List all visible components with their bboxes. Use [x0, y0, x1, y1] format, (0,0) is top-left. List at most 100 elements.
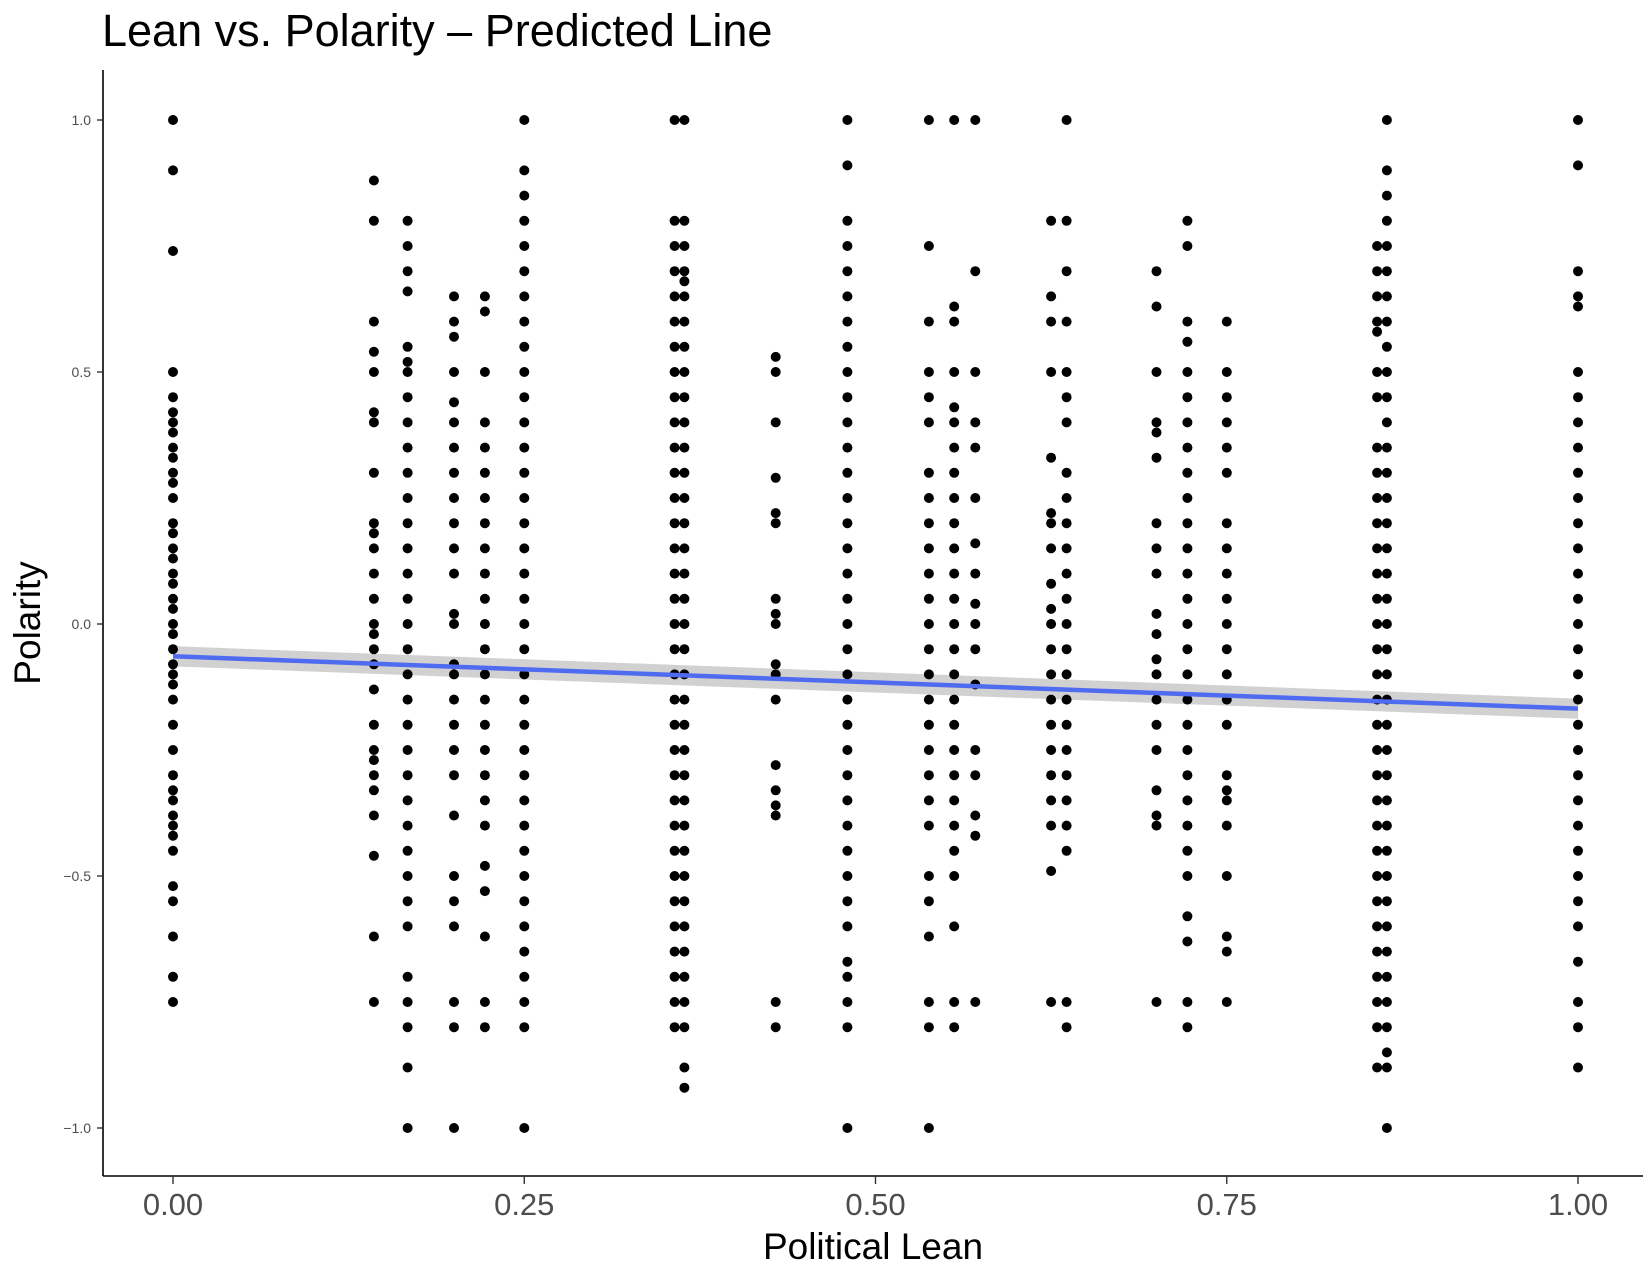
data-point: [519, 770, 530, 781]
data-point: [368, 745, 379, 755]
data-point: [368, 467, 379, 478]
data-point: [402, 871, 413, 881]
data-point: [1182, 820, 1193, 831]
data-point: [168, 659, 178, 670]
data-point: [479, 367, 490, 377]
data-point: [1151, 719, 1162, 730]
data-point: [923, 745, 934, 755]
data-point: [1221, 669, 1232, 680]
data-point: [479, 770, 490, 781]
data-point: [1573, 543, 1583, 554]
data-point: [1151, 629, 1162, 640]
data-point: [679, 266, 690, 277]
data-point: [402, 971, 413, 982]
data-point: [1372, 770, 1383, 781]
data-point: [519, 971, 530, 982]
data-point: [679, 276, 690, 287]
data-point: [949, 845, 960, 856]
data-point: [449, 770, 459, 781]
data-point: [402, 669, 413, 680]
data-point: [1151, 568, 1162, 579]
data-point: [1151, 997, 1162, 1007]
data-point: [1381, 971, 1392, 982]
data-point: [949, 518, 960, 529]
data-point: [1573, 367, 1583, 377]
data-point: [842, 745, 853, 755]
data-point: [770, 351, 781, 362]
data-point: [1151, 301, 1162, 312]
data-point: [669, 946, 680, 957]
data-point: [1573, 1062, 1583, 1073]
data-point: [1573, 467, 1583, 478]
data-point: [1372, 719, 1383, 730]
data-point: [770, 760, 781, 771]
data-point: [842, 619, 853, 629]
data-point: [1372, 820, 1383, 831]
data-point: [1151, 820, 1162, 831]
data-point: [1221, 316, 1232, 327]
data-point: [949, 543, 960, 554]
data-point: [168, 246, 178, 256]
data-point: [842, 770, 853, 781]
data-point: [842, 341, 853, 352]
data-point: [669, 745, 680, 755]
data-point: [402, 770, 413, 781]
data-point: [449, 397, 459, 408]
data-point: [1182, 367, 1193, 377]
data-point: [1372, 644, 1383, 655]
data-point: [923, 619, 934, 629]
data-point: [479, 997, 490, 1007]
data-point: [168, 603, 178, 614]
data-point: [679, 316, 690, 327]
data-point: [368, 407, 379, 418]
data-point: [402, 241, 413, 251]
data-point: [1061, 719, 1072, 730]
data-point: [923, 820, 934, 831]
data-point: [770, 659, 781, 670]
data-point: [479, 669, 490, 680]
data-point: [449, 669, 459, 680]
data-point: [1381, 568, 1392, 579]
data-point: [669, 1022, 680, 1033]
data-point: [1221, 518, 1232, 529]
data-point: [949, 593, 960, 604]
data-point: [519, 896, 530, 907]
data-point: [1381, 896, 1392, 907]
data-point: [1573, 442, 1583, 453]
data-point: [679, 745, 690, 755]
data-point: [1061, 1022, 1072, 1033]
data-point: [479, 820, 490, 831]
data-point: [1061, 543, 1072, 554]
data-point: [168, 770, 178, 781]
x-tick-label: 0.25: [494, 1187, 554, 1222]
data-point: [519, 392, 530, 403]
data-point: [669, 593, 680, 604]
data-point: [368, 543, 379, 554]
data-point: [679, 115, 690, 125]
data-point: [1381, 1047, 1392, 1058]
data-point: [679, 341, 690, 352]
data-point: [770, 800, 781, 811]
data-point: [519, 644, 530, 655]
data-point: [479, 719, 490, 730]
data-point: [479, 568, 490, 579]
data-point: [1372, 543, 1383, 554]
data-point: [669, 644, 680, 655]
data-point: [1372, 316, 1383, 327]
data-point: [669, 997, 680, 1007]
data-point: [949, 1022, 960, 1033]
data-point: [1151, 608, 1162, 619]
data-point: [1061, 593, 1072, 604]
data-point: [519, 1123, 530, 1133]
data-point: [842, 669, 853, 680]
data-point: [679, 568, 690, 579]
data-point: [1372, 1022, 1383, 1033]
data-point: [168, 719, 178, 730]
data-point: [1573, 770, 1583, 781]
data-point: [679, 845, 690, 856]
data-point: [449, 1123, 459, 1133]
data-point: [1381, 165, 1392, 176]
data-point: [1061, 694, 1072, 705]
data-point: [1381, 1062, 1392, 1073]
data-point: [1061, 795, 1072, 806]
